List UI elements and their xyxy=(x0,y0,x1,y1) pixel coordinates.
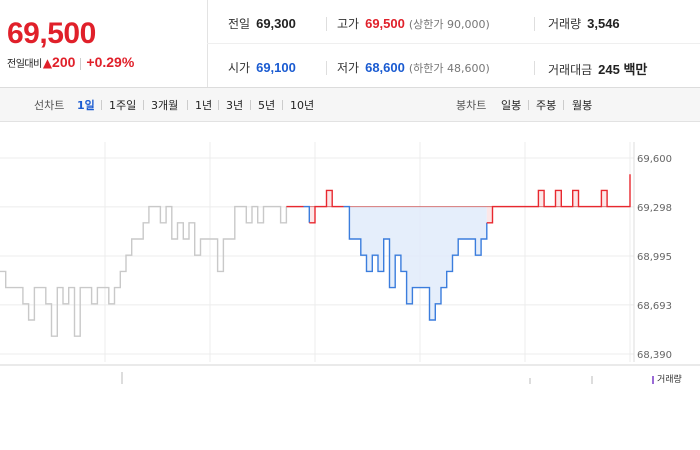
tab-10year[interactable]: 10년 xyxy=(290,99,315,112)
open-value: 69,100 xyxy=(256,60,296,75)
y-tick-label: 68,995 xyxy=(637,252,672,263)
open-price: 시가 69,100 xyxy=(228,59,296,76)
tab-separator xyxy=(143,100,144,110)
tab-3year[interactable]: 3년 xyxy=(226,99,244,112)
volume-label: 거래량 xyxy=(548,17,582,31)
area-below-baseline xyxy=(343,206,487,320)
upper-limit: (상한가 90,000) xyxy=(408,18,490,31)
tab-separator xyxy=(187,100,188,110)
tab-separator xyxy=(282,100,283,110)
amount-label: 거래대금 xyxy=(548,63,593,77)
price-line-up xyxy=(309,189,344,224)
intraday-price-chart: 69,600 69,298 68,995 68,693 68,390 xyxy=(0,142,700,384)
tab-1year[interactable]: 1년 xyxy=(195,99,213,112)
y-axis-ticks: 69,600 69,298 68,995 68,693 68,390 xyxy=(637,154,672,361)
price-line-down xyxy=(343,205,488,321)
area-above-baseline xyxy=(309,190,344,223)
tab-separator xyxy=(101,100,102,110)
tab-1day[interactable]: 1일 xyxy=(77,99,95,112)
chart-grid xyxy=(0,142,635,362)
current-price: 69,500 xyxy=(7,17,96,50)
y-tick-label: 68,390 xyxy=(637,350,672,361)
area-below-baseline xyxy=(303,206,310,223)
y-tick-label: 68,693 xyxy=(637,301,672,312)
tab-separator xyxy=(218,100,219,110)
low-label: 저가 xyxy=(337,61,360,75)
volume-value: 3,546 xyxy=(587,16,620,31)
volume: 거래량 3,546 xyxy=(548,15,620,32)
low-price: 저가 68,600 (하한가 48,600) xyxy=(337,59,490,76)
price-box: 69,500 전일대비▲200 +0.29% xyxy=(0,0,208,87)
divider xyxy=(326,61,327,75)
prev-close-value: 69,300 xyxy=(256,16,296,31)
trade-amount: 거래대금 245 백만 xyxy=(548,59,647,78)
y-tick-label: 69,600 xyxy=(637,154,672,165)
price-line xyxy=(0,174,631,337)
divider xyxy=(326,17,327,31)
line-chart-label: 선차트 xyxy=(34,99,65,112)
up-triangle-icon: ▲ xyxy=(42,56,53,70)
prev-close-label: 전일 xyxy=(228,17,251,31)
tab-daily-candle[interactable]: 일봉 xyxy=(501,99,522,112)
high-label: 고가 xyxy=(337,17,360,31)
high-value: 69,500 xyxy=(365,16,405,31)
price-line-up xyxy=(486,174,631,224)
tab-separator xyxy=(250,100,251,110)
price-line-pre-open xyxy=(0,205,288,337)
change-value: 200 xyxy=(52,54,76,70)
tab-weekly-candle[interactable]: 주봉 xyxy=(536,99,557,112)
volume-legend-text: 거래량 xyxy=(657,375,682,385)
change-percent: +0.29% xyxy=(86,54,135,70)
tab-separator xyxy=(528,100,529,110)
volume-area xyxy=(0,364,700,384)
prev-close: 전일 69,300 xyxy=(228,15,296,32)
tab-5year[interactable]: 5년 xyxy=(258,99,276,112)
change-label: 전일대비 xyxy=(7,59,42,70)
price-change: 전일대비▲200 +0.29% xyxy=(7,54,134,70)
tab-separator xyxy=(563,100,564,110)
high-price: 고가 69,500 (상한가 90,000) xyxy=(337,15,490,32)
amount-value: 245 백만 xyxy=(598,62,648,77)
divider xyxy=(534,17,535,31)
tab-monthly-candle[interactable]: 월봉 xyxy=(572,99,593,112)
divider xyxy=(534,61,535,75)
area-above-baseline xyxy=(486,174,630,223)
volume-legend-swatch xyxy=(652,375,654,384)
quote-header: 69,500 전일대비▲200 +0.29% 전일 69,300 고가 69,500(… xyxy=(0,0,700,88)
low-value: 68,600 xyxy=(365,60,405,75)
candle-chart-label: 봉차트 xyxy=(456,99,487,112)
chart-toolbar: 선차트 1일 1주일 3개월 1년 3년 5년 10년 봉차트 일봉 주봉 월봉 xyxy=(0,88,700,122)
change-separator xyxy=(80,57,82,70)
volume-legend: 거래량 xyxy=(652,372,682,385)
y-tick-label: 69,298 xyxy=(637,203,672,214)
tab-1week[interactable]: 1주일 xyxy=(109,99,137,112)
price-line-down xyxy=(303,205,310,223)
open-label: 시가 xyxy=(228,61,251,75)
tab-3month[interactable]: 3개월 xyxy=(151,99,179,112)
header-row-divider xyxy=(207,43,700,44)
lower-limit: (하한가 48,600) xyxy=(408,62,490,75)
